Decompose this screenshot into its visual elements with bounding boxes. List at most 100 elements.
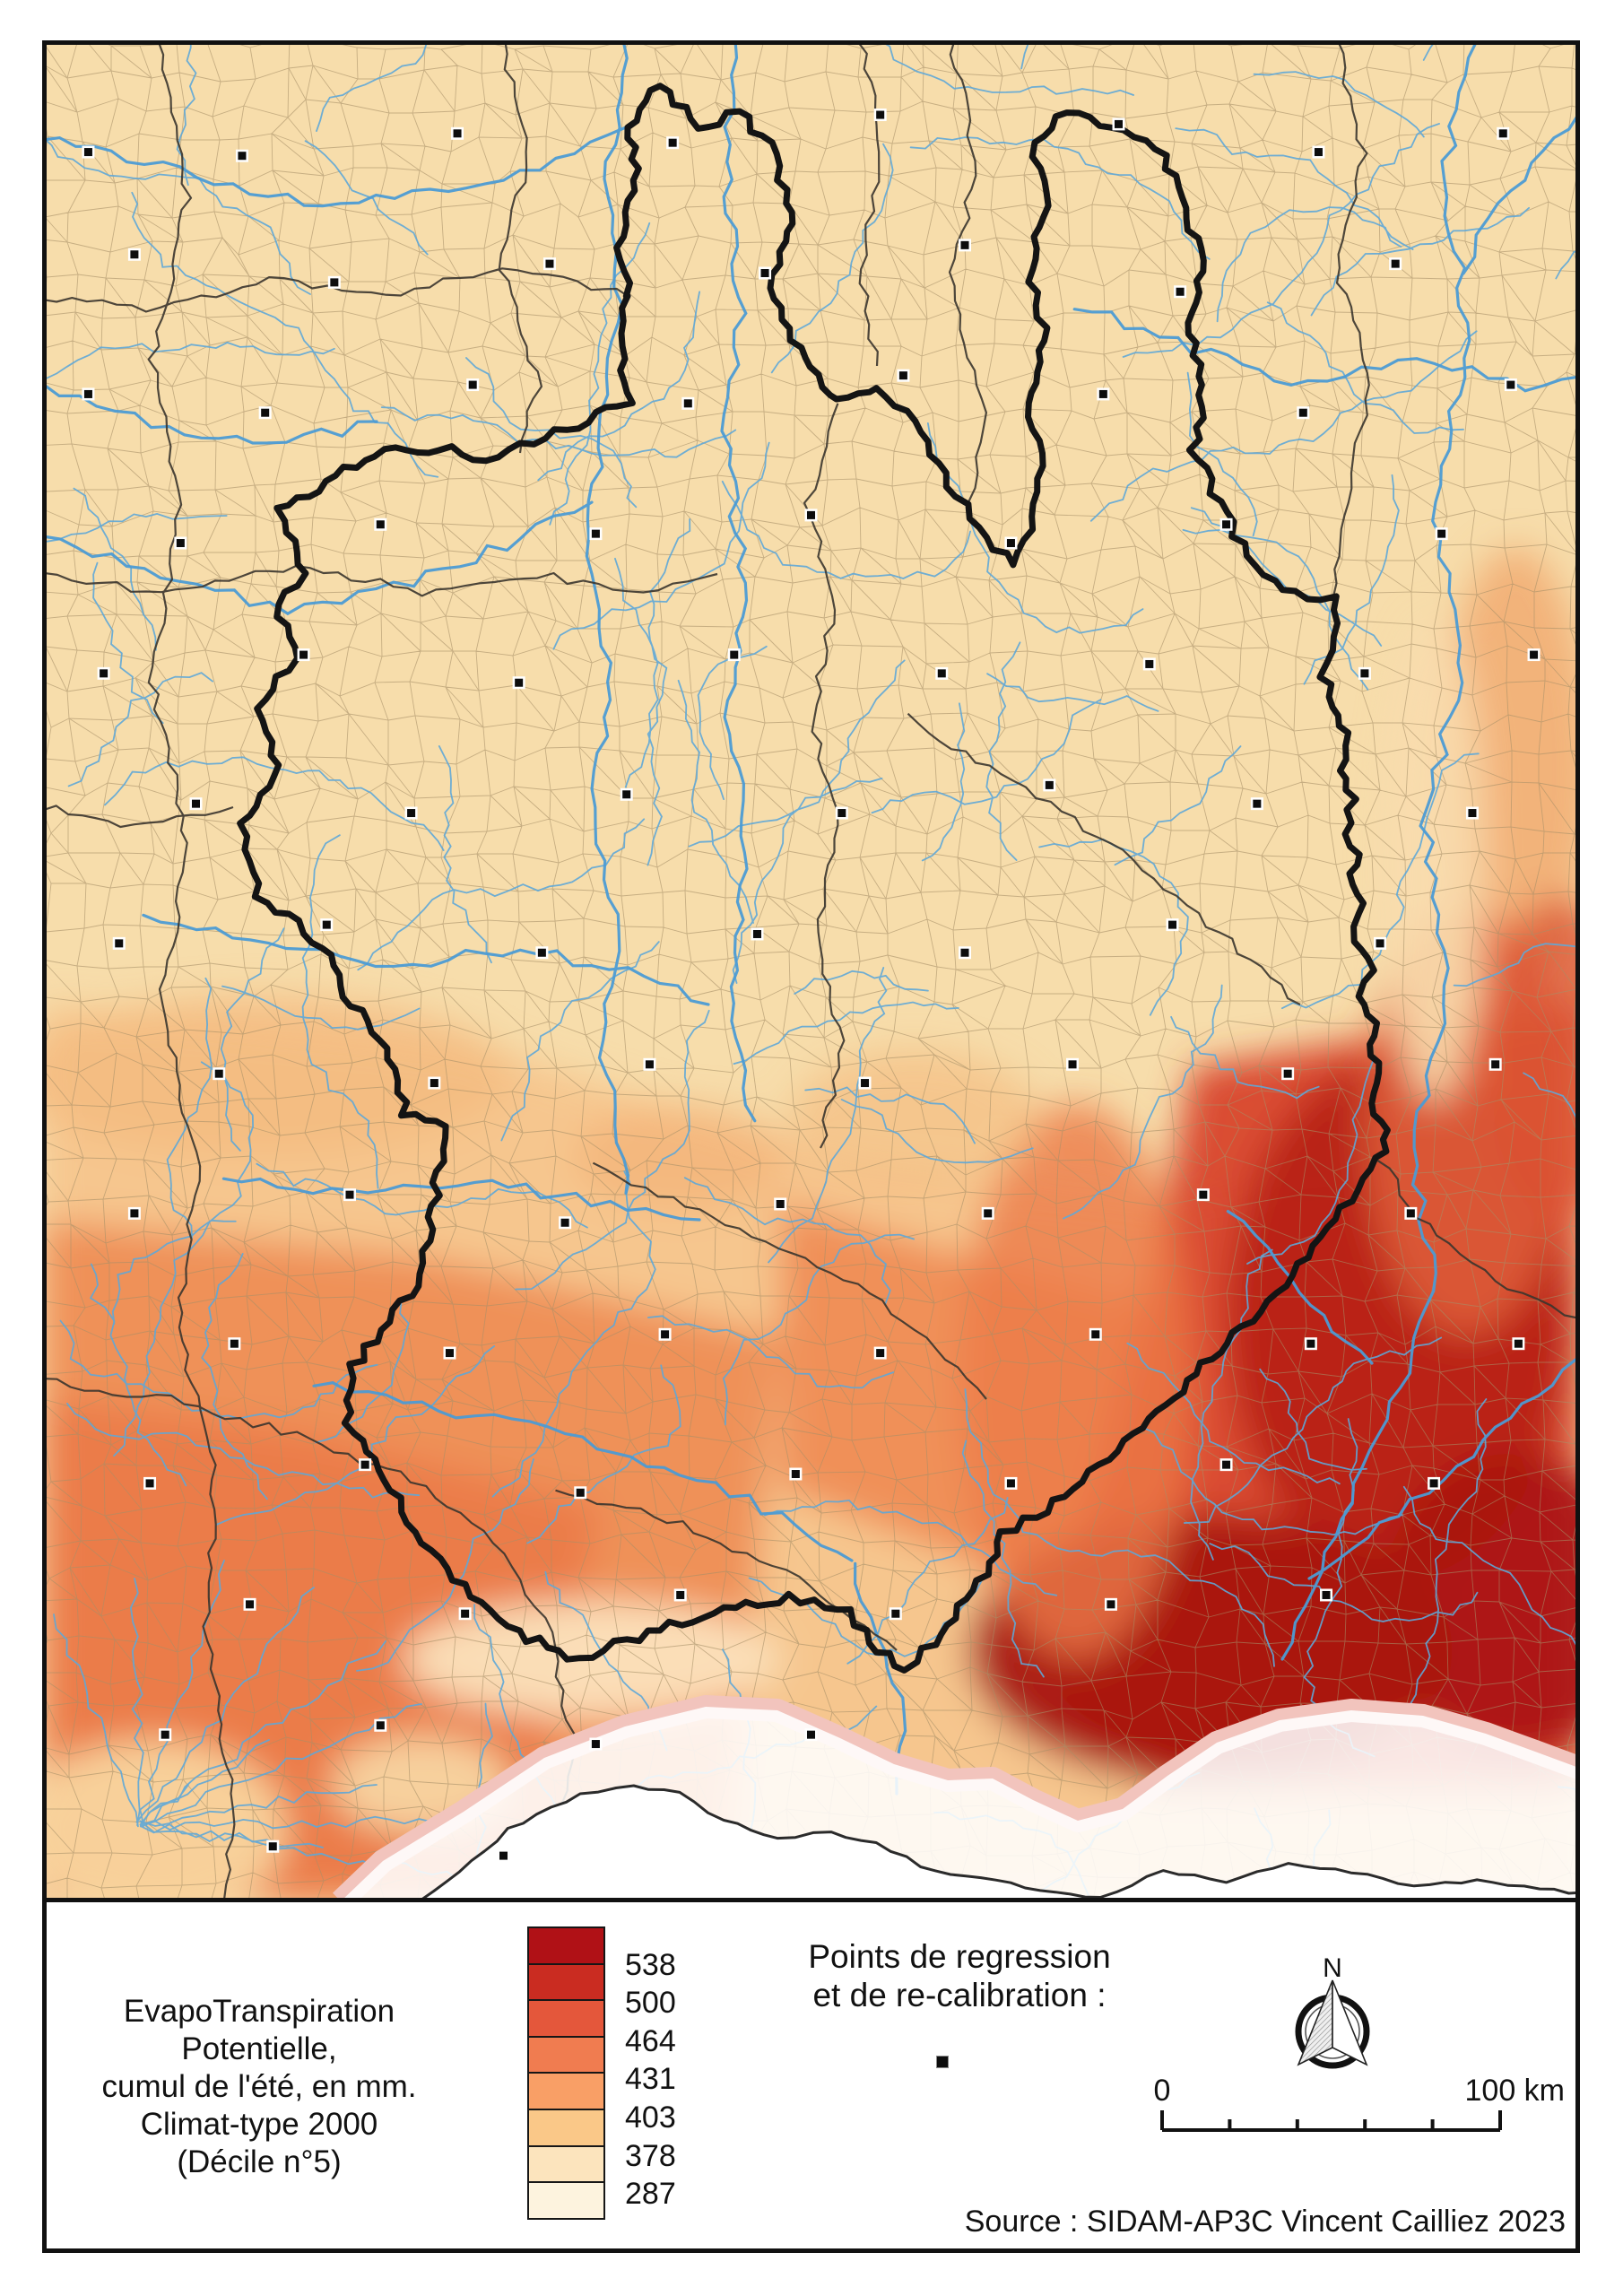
regression-point [622,790,631,799]
scale-bar-start-label: 0 [1154,2074,1171,2108]
regression-point [661,1330,670,1339]
study-region-boundary [237,83,1391,1674]
legend-break-label-287: 287 [625,2177,676,2212]
regression-point [1314,148,1323,157]
scale-bar: 0 100 km [1154,2074,1566,2132]
north-arrow-left-wing [1297,1979,1333,2066]
regression-point [1437,529,1446,538]
regression-point [145,1479,154,1488]
regression-point [1222,520,1231,529]
regression-point [499,1851,508,1860]
regression-point [1514,1339,1523,1348]
regression-point [376,1721,385,1730]
regression-point [1406,1209,1415,1218]
regression-point [453,129,462,138]
regression-point [230,1339,239,1348]
legend-break-label-464: 464 [625,2023,676,2058]
regression-point [130,250,139,259]
scale-bar-ticks [1160,2110,1502,2132]
regression-point [1176,287,1185,296]
regression-point [730,650,739,659]
regression-point [1222,1460,1231,1469]
regression-points-caption-line1: Points de regression [808,1938,1111,1975]
source-credit: Source : SIDAM-AP3C Vincent Cailliez 202… [964,2205,1566,2239]
regression-point [838,809,846,818]
regression-point [1091,1330,1100,1339]
regression-points-caption-line2: et de re-calibration : [812,1977,1107,2013]
regression-point [1298,408,1307,417]
regression-point [299,650,308,659]
regression-point [100,669,108,678]
north-arrow-right-wing [1332,1979,1368,2066]
legend-break-label-538: 538 [625,1947,676,1982]
map-title-line-4: (Décile n°5) [177,2144,342,2179]
regression-point [676,1590,685,1599]
regression-point [545,259,554,268]
regression-point [1306,1339,1315,1348]
regression-point [445,1349,454,1358]
regression-point [330,278,339,287]
regression-point [937,669,946,678]
regression-point [1429,1479,1438,1488]
regression-point [261,408,270,417]
coastline [420,1784,1580,1902]
regression-point [591,1740,600,1749]
legend-swatch-5 [527,2108,605,2147]
regression-point [645,1060,654,1069]
regression-point [960,240,969,249]
regression-point [1199,1190,1208,1199]
regression-point [161,1730,169,1739]
regression-point [807,510,815,519]
regression-point [1506,380,1515,389]
regression-point [246,1600,255,1609]
regression-point [468,380,477,389]
regression-point [130,1209,139,1218]
regression-point [192,799,200,808]
map-title: EvapoTranspiration Potentielle, cumul de … [52,1993,466,2181]
regression-point [876,110,885,119]
regression-point [876,1349,885,1358]
regression-point [537,948,546,957]
regression-point [1391,259,1400,268]
regression-point [461,1609,470,1618]
regression-point [214,1069,223,1078]
legend-swatch-3 [527,2035,605,2074]
regression-point [407,809,416,818]
scale-bar-end-label: 100 km [1465,2074,1566,2108]
regression-point [360,1460,369,1469]
regression-point [268,1842,277,1851]
minor-rivers [42,40,1580,1902]
north-arrow: N [1295,1953,1370,2069]
map-title-line-3: Climat-type 2000 [140,2107,378,2142]
regression-point [1498,129,1507,138]
regression-point [1068,1060,1077,1069]
map-title-line-2: cumul de l'été, en mm. [101,2069,417,2104]
regression-point [1491,1060,1500,1069]
regression-point [1530,650,1539,659]
regression-points-caption: Points de regression et de re-calibratio… [771,1937,1148,2014]
regression-point [322,920,331,929]
regression-point [861,1079,870,1088]
regression-point [891,1609,900,1618]
legend-swatch-0 [527,1926,605,1965]
regression-point [1322,1590,1331,1599]
etp-map-canvas [42,40,1580,1902]
regression-point [176,539,185,548]
regression-point [760,269,769,277]
regression-point [1168,920,1177,929]
regression-point [807,1730,815,1739]
north-arrow-label: N [1323,1953,1342,1983]
regression-point [430,1079,438,1088]
regression-point [591,529,600,538]
regression-point [1145,659,1154,668]
regression-point [1253,799,1262,808]
legend-swatch-1 [527,1962,605,2002]
regression-point [960,948,969,957]
regression-point [560,1218,569,1227]
regression-point [238,152,247,161]
legend-swatch-6 [527,2144,605,2184]
regression-points-layer [82,109,1541,1863]
legend-break-label-431: 431 [625,2062,676,2097]
regression-point [1006,1479,1015,1488]
